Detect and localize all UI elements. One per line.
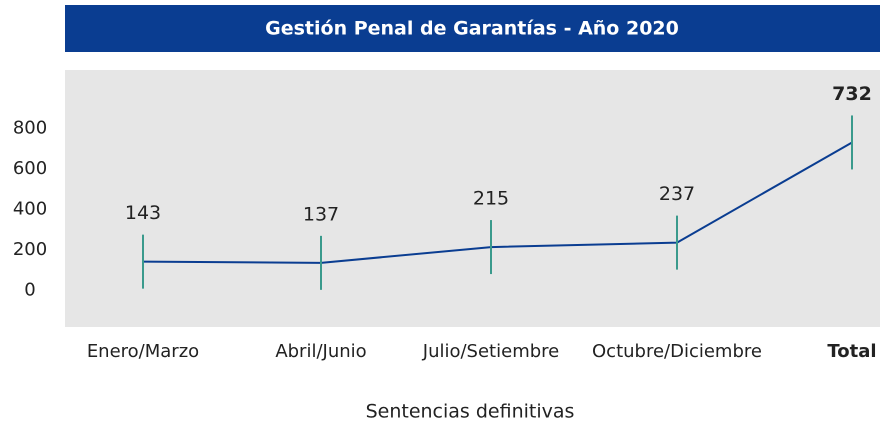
x-tick-label: Abril/Junio (275, 341, 366, 362)
chart-title: Gestión Penal de Garantías - Año 2020 (265, 18, 679, 40)
y-tick-label: 600 (13, 158, 47, 179)
x-tick-label: Enero/Marzo (87, 341, 199, 362)
data-label: 732 (832, 83, 872, 105)
x-tick-label: Total (827, 341, 876, 362)
data-label: 137 (303, 203, 339, 225)
y-tick-label: 400 (13, 199, 47, 220)
plot-area (65, 70, 880, 327)
title-bar (65, 5, 880, 52)
data-label: 237 (659, 183, 695, 205)
y-tick-label: 0 (24, 280, 35, 301)
data-label: 143 (125, 202, 161, 224)
x-tick-label: Octubre/Diciembre (592, 341, 762, 362)
data-label: 215 (473, 188, 509, 210)
x-tick-label: Julio/Setiembre (422, 341, 559, 362)
y-tick-label: 800 (13, 118, 47, 139)
y-tick-label: 200 (13, 239, 47, 260)
x-axis-label: Sentencias definitivas (366, 401, 575, 423)
